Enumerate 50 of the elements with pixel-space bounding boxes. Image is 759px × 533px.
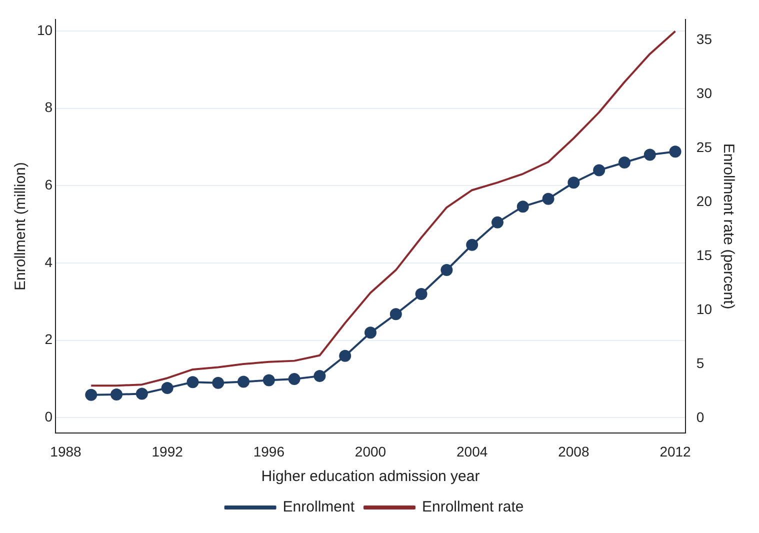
y2-tick-label: 35 bbox=[696, 30, 712, 47]
point bbox=[390, 308, 402, 320]
point bbox=[491, 216, 504, 228]
y2-tick-label: 20 bbox=[696, 192, 712, 209]
point bbox=[339, 350, 352, 362]
point bbox=[110, 388, 123, 401]
point bbox=[288, 373, 300, 386]
y2-tick-label: 15 bbox=[696, 246, 712, 263]
y-tick-label: 6 bbox=[44, 176, 53, 193]
legend-label: Enrollment rate bbox=[422, 498, 524, 516]
y2-tick-label: 0 bbox=[696, 408, 704, 425]
point bbox=[516, 200, 529, 213]
point bbox=[644, 148, 656, 161]
x-tick-label: 2008 bbox=[558, 443, 590, 460]
point bbox=[85, 388, 98, 401]
x-tick-label: 1996 bbox=[253, 443, 285, 460]
point bbox=[364, 326, 376, 339]
y-tick-label: 2 bbox=[44, 331, 53, 348]
y2-axis-title: Enrollment rate (percent) bbox=[720, 143, 737, 310]
point bbox=[542, 192, 554, 205]
x-tick-label: 1988 bbox=[50, 443, 82, 460]
point bbox=[212, 376, 224, 389]
point bbox=[593, 164, 606, 176]
point bbox=[161, 382, 174, 394]
point bbox=[669, 146, 682, 158]
x-axis-title: Higher education admission year bbox=[261, 468, 480, 486]
point bbox=[618, 156, 630, 168]
point bbox=[440, 264, 453, 276]
point bbox=[136, 388, 148, 400]
point bbox=[466, 238, 478, 251]
point bbox=[568, 176, 580, 189]
legend-label: Enrollment bbox=[282, 498, 356, 516]
x-tick-label: 2004 bbox=[456, 443, 488, 460]
y2-tick-label: 25 bbox=[696, 138, 712, 155]
y2-tick-label: 10 bbox=[696, 300, 712, 317]
y2-tick-label: 30 bbox=[696, 84, 712, 101]
y-tick-label: 4 bbox=[44, 254, 53, 270]
x-tick-label: 2000 bbox=[354, 443, 386, 460]
point bbox=[238, 376, 250, 388]
point bbox=[262, 374, 275, 386]
point bbox=[415, 288, 428, 300]
x-tick-label: 2012 bbox=[660, 443, 692, 460]
y-axis-title: Enrollment (million) bbox=[12, 162, 30, 290]
y-tick-label: 8 bbox=[44, 99, 53, 116]
point bbox=[186, 376, 199, 388]
x-tick-label: 1992 bbox=[152, 443, 184, 460]
y-tick-label: 10 bbox=[36, 22, 53, 38]
y2-tick-label: 5 bbox=[696, 354, 704, 371]
y-tick-label: 0 bbox=[44, 408, 53, 425]
point bbox=[314, 370, 326, 382]
